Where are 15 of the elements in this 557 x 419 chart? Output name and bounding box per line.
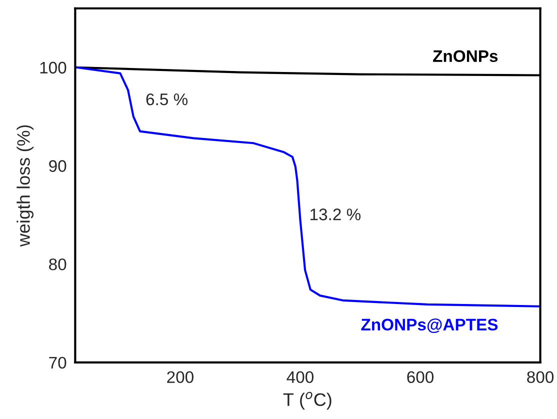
y-tick-label: 90 (49, 160, 66, 172)
y-tick-label: 80 (49, 258, 66, 270)
x-tick-label: 200 (167, 371, 194, 384)
annotation: 13.2 % (310, 208, 361, 220)
y-tick-label: 70 (49, 356, 66, 369)
x-tick-label: 800 (527, 371, 554, 384)
series-label: ZnONPs (433, 50, 498, 62)
line-series (75, 66, 540, 308)
annotation: 6.5 % (146, 93, 188, 106)
y-tick-label: 100 (40, 62, 66, 74)
x-tick-label: 600 (407, 371, 434, 384)
x-tick-label: 400 (286, 371, 314, 384)
series-label: ZnONPs@APTES (361, 318, 498, 333)
x-axis-title: T ($^{o}$C) (283, 392, 332, 410)
y-axis-title: weigth loss (%) (16, 125, 34, 247)
